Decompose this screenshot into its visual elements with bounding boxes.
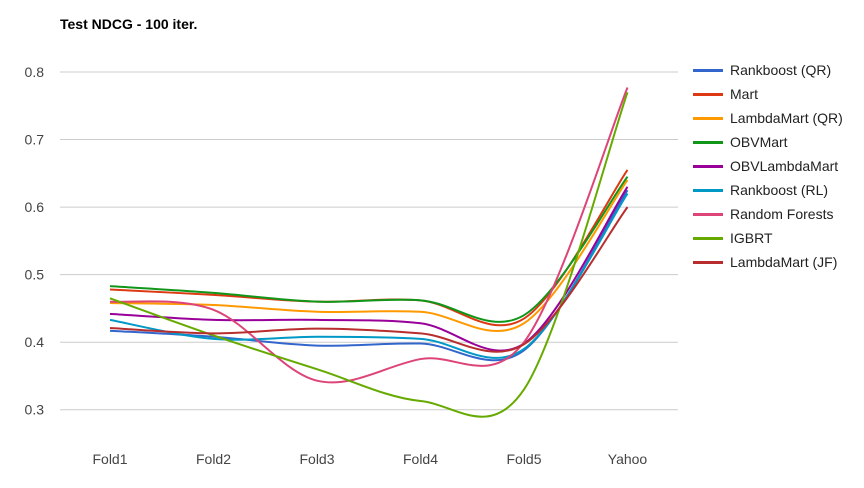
legend-swatch — [693, 260, 723, 264]
y-tick-label: 0.5 — [25, 267, 45, 283]
series-line-lambdamart-jf[interactable] — [109, 206, 629, 353]
series-lines — [109, 87, 629, 418]
legend-label: Rankboost (RL) — [730, 182, 829, 198]
x-tick-label: Fold2 — [196, 451, 231, 467]
y-tick-label: 0.7 — [25, 132, 45, 148]
legend-label: Random Forests — [730, 206, 834, 222]
legend-label: LambdaMart (QR) — [730, 110, 843, 126]
legend-label: IGBRT — [730, 230, 773, 246]
series-line-obvlambdamart[interactable] — [109, 186, 629, 352]
legend-swatch — [693, 212, 723, 216]
y-axis-ticks: 0.3 0.4 0.5 0.6 0.7 0.8 — [25, 64, 45, 418]
y-tick-label: 0.6 — [25, 199, 45, 215]
legend-item[interactable]: LambdaMart (JF) — [693, 250, 843, 274]
legend-item[interactable]: Mart — [693, 82, 843, 106]
legend-item[interactable]: Rankboost (QR) — [693, 58, 843, 82]
legend-label: OBVLambdaMart — [730, 158, 839, 174]
legend-label: LambdaMart (JF) — [730, 254, 838, 270]
series-line-lambdamart-qr[interactable] — [109, 179, 629, 333]
series-line-mart[interactable] — [109, 169, 629, 327]
legend-label: OBVMart — [730, 134, 788, 150]
legend-label: Mart — [730, 86, 758, 102]
legend-item[interactable]: LambdaMart (QR) — [693, 106, 843, 130]
legend-item[interactable]: OBVMart — [693, 130, 843, 154]
y-tick-label: 0.4 — [25, 334, 45, 350]
series-line-igbrt[interactable] — [109, 91, 629, 418]
legend-item[interactable]: Random Forests — [693, 202, 843, 226]
x-tick-label: Yahoo — [608, 451, 648, 467]
y-tick-label: 0.3 — [25, 402, 45, 418]
x-tick-label: Fold4 — [403, 451, 438, 467]
x-tick-label: Fold5 — [506, 451, 541, 467]
series-line-random-forests[interactable] — [109, 87, 629, 384]
legend-swatch — [693, 236, 723, 240]
x-axis-ticks: Fold1 Fold2 Fold3 Fold4 Fold5 Yahoo — [92, 451, 647, 467]
legend-item[interactable]: IGBRT — [693, 226, 843, 250]
legend-swatch — [693, 140, 723, 144]
legend: Rankboost (QR) Mart LambdaMart (QR) OBVMart… — [693, 58, 843, 274]
x-tick-label: Fold3 — [299, 451, 334, 467]
legend-swatch — [693, 116, 723, 120]
x-tick-label: Fold1 — [92, 451, 127, 467]
legend-swatch — [693, 164, 723, 168]
y-tick-label: 0.8 — [25, 64, 45, 80]
gridlines — [60, 71, 678, 411]
legend-item[interactable]: OBVLambdaMart — [693, 154, 843, 178]
chart-title: Test NDCG - 100 iter. — [60, 16, 198, 32]
legend-item[interactable]: Rankboost (RL) — [693, 178, 843, 202]
legend-swatch — [693, 92, 723, 96]
legend-label: Rankboost (QR) — [730, 62, 832, 78]
legend-swatch — [693, 68, 723, 72]
series-line-obvmart[interactable] — [109, 176, 629, 323]
legend-swatch — [693, 188, 723, 192]
